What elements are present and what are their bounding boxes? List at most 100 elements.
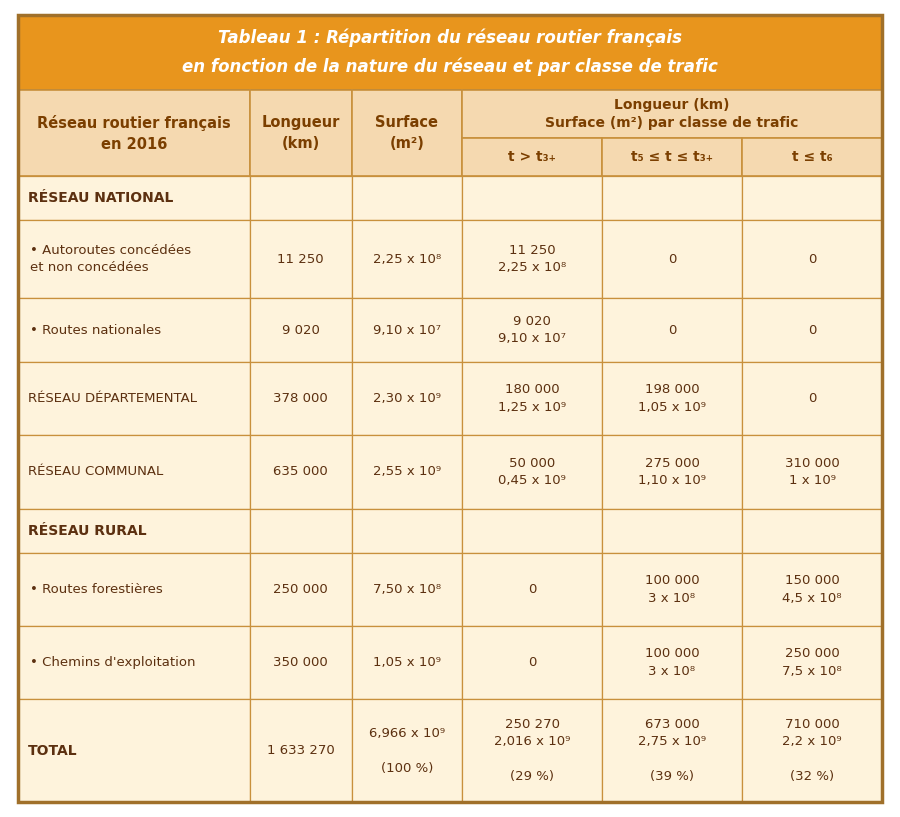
Bar <box>462 552 602 626</box>
Text: Longueur (km)
Surface (m²) par classe de trafic: Longueur (km) Surface (m²) par classe de… <box>545 97 798 131</box>
Text: 0: 0 <box>808 324 816 337</box>
Text: 150 000
4,5 x 10⁸: 150 000 4,5 x 10⁸ <box>782 574 842 605</box>
Text: 0: 0 <box>668 324 676 337</box>
Text: • Routes forestières: • Routes forestières <box>30 583 163 596</box>
Bar <box>742 552 882 626</box>
Text: 9 020: 9 020 <box>282 324 320 337</box>
Bar <box>602 176 742 220</box>
Text: 1 633 270: 1 633 270 <box>266 744 335 757</box>
Text: 9,10 x 10⁷: 9,10 x 10⁷ <box>373 324 441 337</box>
Text: 0: 0 <box>528 583 536 596</box>
Bar <box>742 435 882 508</box>
Bar <box>249 552 352 626</box>
Bar <box>249 220 352 298</box>
Text: 2,30 x 10⁹: 2,30 x 10⁹ <box>373 392 441 405</box>
Text: t > t₃₊: t > t₃₊ <box>508 150 556 164</box>
Text: 710 000
2,2 x 10⁹

(32 %): 710 000 2,2 x 10⁹ (32 %) <box>782 718 842 784</box>
Bar <box>249 508 352 552</box>
Bar <box>18 552 249 626</box>
Bar <box>462 362 602 435</box>
Text: • Autoroutes concédées
et non concédées: • Autoroutes concédées et non concédées <box>30 244 191 275</box>
Bar <box>742 626 882 699</box>
Bar <box>249 298 352 362</box>
Text: 378 000: 378 000 <box>274 392 328 405</box>
Text: 100 000
3 x 10⁸: 100 000 3 x 10⁸ <box>644 647 699 678</box>
Text: 1,05 x 10⁹: 1,05 x 10⁹ <box>373 656 441 669</box>
Text: RÉSEAU DÉPARTEMENTAL: RÉSEAU DÉPARTEMENTAL <box>28 392 197 405</box>
Bar <box>462 176 602 220</box>
Bar <box>352 298 462 362</box>
Text: Longueur
(km): Longueur (km) <box>261 115 339 151</box>
Bar <box>602 220 742 298</box>
Bar <box>602 699 742 802</box>
Text: 250 000: 250 000 <box>274 583 328 596</box>
Text: 2,25 x 10⁸: 2,25 x 10⁸ <box>373 252 441 266</box>
Text: TOTAL: TOTAL <box>28 743 77 757</box>
Bar <box>352 220 462 298</box>
Text: 2,55 x 10⁹: 2,55 x 10⁹ <box>373 466 441 479</box>
Text: RÉSEAU COMMUNAL: RÉSEAU COMMUNAL <box>28 466 163 479</box>
Bar <box>352 435 462 508</box>
Bar <box>462 435 602 508</box>
Bar <box>352 552 462 626</box>
Bar <box>462 699 602 802</box>
Bar <box>18 362 249 435</box>
Text: 198 000
1,05 x 10⁹: 198 000 1,05 x 10⁹ <box>638 383 706 413</box>
Text: 673 000
2,75 x 10⁹

(39 %): 673 000 2,75 x 10⁹ (39 %) <box>638 718 707 784</box>
Bar <box>462 90 882 138</box>
Bar <box>742 176 882 220</box>
Text: Réseau routier français
en 2016: Réseau routier français en 2016 <box>37 114 230 151</box>
Bar <box>18 220 249 298</box>
Text: 275 000
1,10 x 10⁹: 275 000 1,10 x 10⁹ <box>638 457 706 487</box>
Bar <box>352 362 462 435</box>
Text: 6,966 x 10⁹

(100 %): 6,966 x 10⁹ (100 %) <box>369 726 445 775</box>
Text: 0: 0 <box>808 252 816 266</box>
Bar <box>352 626 462 699</box>
Bar <box>18 298 249 362</box>
Bar <box>462 138 602 176</box>
Text: 0: 0 <box>668 252 676 266</box>
Bar <box>462 626 602 699</box>
Bar <box>352 90 462 176</box>
Text: 250 000
7,5 x 10⁸: 250 000 7,5 x 10⁸ <box>782 647 842 678</box>
Bar <box>602 435 742 508</box>
Bar <box>462 298 602 362</box>
Text: 11 250: 11 250 <box>277 252 324 266</box>
Text: 9 020
9,10 x 10⁷: 9 020 9,10 x 10⁷ <box>498 315 566 346</box>
Text: 0: 0 <box>528 656 536 669</box>
Bar <box>742 220 882 298</box>
Bar <box>352 508 462 552</box>
Text: Surface
(m²): Surface (m²) <box>375 115 438 151</box>
Bar <box>462 220 602 298</box>
Text: 635 000: 635 000 <box>274 466 328 479</box>
Bar <box>602 508 742 552</box>
Bar <box>18 15 882 90</box>
Bar <box>742 138 882 176</box>
Text: 11 250
2,25 x 10⁸: 11 250 2,25 x 10⁸ <box>498 244 566 275</box>
Bar <box>602 298 742 362</box>
Text: 100 000
3 x 10⁸: 100 000 3 x 10⁸ <box>644 574 699 605</box>
Text: 50 000
0,45 x 10⁹: 50 000 0,45 x 10⁹ <box>498 457 566 487</box>
Bar <box>249 90 352 176</box>
Text: 0: 0 <box>808 392 816 405</box>
Bar <box>18 90 249 176</box>
Text: RÉSEAU RURAL: RÉSEAU RURAL <box>28 524 147 538</box>
Bar <box>602 362 742 435</box>
Bar <box>742 508 882 552</box>
Text: 250 270
2,016 x 10⁹

(29 %): 250 270 2,016 x 10⁹ (29 %) <box>494 718 571 784</box>
Bar <box>249 435 352 508</box>
Text: t₅ ≤ t ≤ t₃₊: t₅ ≤ t ≤ t₃₊ <box>631 150 713 164</box>
Text: Tableau 1 : Répartition du réseau routier français
en fonction de la nature du r: Tableau 1 : Répartition du réseau routie… <box>182 29 718 76</box>
Bar <box>602 626 742 699</box>
Bar <box>742 298 882 362</box>
Text: RÉSEAU NATIONAL: RÉSEAU NATIONAL <box>28 191 174 205</box>
Text: 350 000: 350 000 <box>274 656 328 669</box>
Bar <box>602 138 742 176</box>
Bar <box>249 699 352 802</box>
Bar <box>18 626 249 699</box>
Bar <box>742 362 882 435</box>
Bar <box>18 435 249 508</box>
Text: • Chemins d'exploitation: • Chemins d'exploitation <box>30 656 195 669</box>
Bar <box>18 508 249 552</box>
Bar <box>18 176 249 220</box>
